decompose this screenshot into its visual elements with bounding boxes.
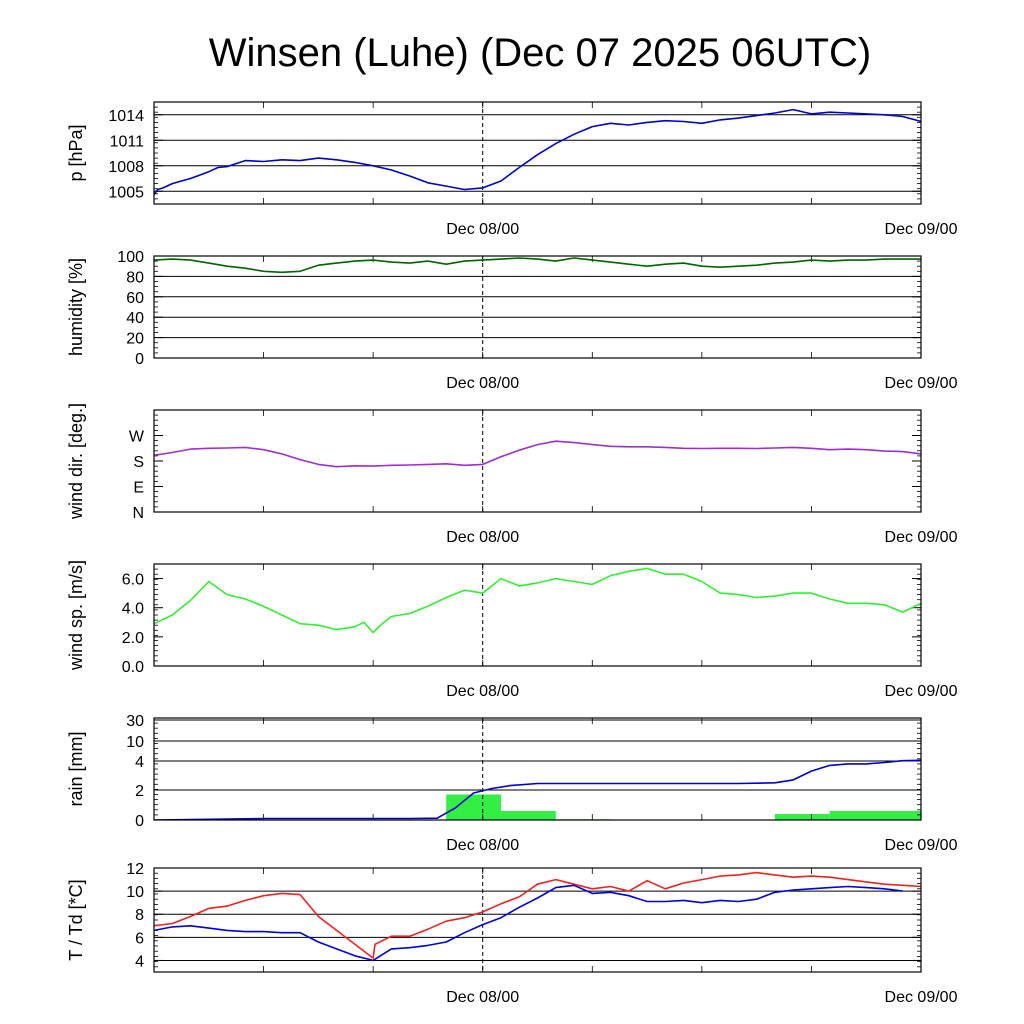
panel-pressure: 1005 1008 1011 1014 Dec 08/00 Dec 09/00 p [hPa… bbox=[66, 101, 958, 238]
x-tick-label: Dec 09/00 bbox=[885, 529, 958, 546]
y-tick-label: 8 bbox=[135, 907, 144, 924]
y-axis-label: p [hPa] bbox=[66, 124, 86, 181]
y-tick-label: 0 bbox=[135, 351, 144, 368]
panel-humidity: 0 20 40 60 80 100 Dec 08/00 Dec 09/00 humidity [… bbox=[66, 249, 958, 392]
y-tick-label: 4 bbox=[135, 754, 144, 771]
y-tick-label: 10 bbox=[126, 884, 144, 901]
series-line bbox=[154, 871, 921, 959]
x-tick-label: Dec 08/00 bbox=[446, 683, 519, 700]
rain-bar bbox=[446, 794, 501, 820]
x-tick-label: Dec 09/00 bbox=[885, 375, 958, 392]
panel-frame bbox=[153, 255, 922, 359]
series-line bbox=[154, 567, 921, 634]
x-tick-label: Dec 08/00 bbox=[446, 837, 519, 854]
series-line bbox=[154, 759, 921, 820]
y-tick-label: E bbox=[133, 480, 144, 497]
panel-frame bbox=[153, 101, 922, 205]
y-tick-label: 100 bbox=[117, 249, 144, 266]
x-tick-label: Dec 08/00 bbox=[446, 221, 519, 238]
y-tick-label: W bbox=[129, 429, 145, 446]
y-tick-label: 2.0 bbox=[122, 630, 144, 647]
y-axis-label: T / Td [*C] bbox=[66, 879, 86, 960]
y-tick-label: 4 bbox=[135, 953, 144, 970]
y-tick-label: 0.0 bbox=[122, 659, 144, 676]
panel-frame bbox=[153, 867, 922, 973]
x-tick-label: Dec 09/00 bbox=[885, 837, 958, 854]
y-tick-label: 30 bbox=[126, 713, 144, 730]
chart-title: Winsen (Luhe) (Dec 07 2025 06UTC) bbox=[209, 31, 872, 75]
y-tick-label: 1011 bbox=[110, 133, 145, 150]
series-line bbox=[154, 108, 921, 196]
y-tick-label: 60 bbox=[126, 290, 144, 307]
y-axis-label: rain [mm] bbox=[66, 731, 86, 806]
y-tick-label: 80 bbox=[126, 269, 144, 286]
panel-temperature: 4 6 8 10 12 Dec 08/00 Dec 09/00 T / Td [*C] bbox=[66, 861, 958, 1006]
rain-bar bbox=[500, 811, 556, 820]
y-tick-label: 0 bbox=[135, 813, 144, 830]
rain-bar bbox=[774, 814, 830, 820]
y-tick-label: 1008 bbox=[108, 159, 144, 176]
y-tick-label: 1014 bbox=[108, 108, 144, 125]
y-tick-label: 2 bbox=[135, 783, 144, 800]
panel-rain: 0 2 4 10 30 Dec 08/00 Dec 09/00 rain [mm] bbox=[66, 713, 958, 854]
x-tick-label: Dec 09/00 bbox=[885, 221, 958, 238]
x-tick-label: Dec 08/00 bbox=[446, 529, 519, 546]
x-tick-label: Dec 08/00 bbox=[446, 375, 519, 392]
series-line bbox=[154, 440, 921, 468]
panel-frame bbox=[153, 409, 922, 513]
y-tick-label: 40 bbox=[126, 310, 144, 327]
y-tick-label: 20 bbox=[126, 331, 144, 348]
y-tick-label: 4.0 bbox=[122, 601, 144, 618]
x-tick-label: Dec 09/00 bbox=[885, 683, 958, 700]
y-tick-label: S bbox=[133, 454, 144, 471]
y-axis-label: wind sp. [m/s] bbox=[66, 560, 86, 671]
panel-frame bbox=[153, 563, 922, 667]
y-tick-label: 12 bbox=[126, 861, 144, 878]
panel-frame bbox=[153, 717, 922, 821]
y-axis-label: wind dir. [deg.] bbox=[66, 403, 86, 520]
x-tick-label: Dec 09/00 bbox=[885, 989, 958, 1006]
y-axis-label: humidity [%] bbox=[66, 258, 86, 356]
y-tick-label: 1005 bbox=[108, 184, 144, 201]
rain-bar bbox=[829, 811, 921, 820]
y-tick-label: 6 bbox=[135, 930, 144, 947]
series-line bbox=[154, 257, 921, 274]
panel-wind-speed: 0.0 2.0 4.0 6.0 Dec 08/00 Dec 09/00 wind sp. [… bbox=[66, 560, 958, 700]
x-tick-label: Dec 08/00 bbox=[446, 989, 519, 1006]
series-line bbox=[154, 884, 903, 962]
y-tick-label: 10 bbox=[126, 734, 144, 751]
y-tick-label: 6.0 bbox=[122, 572, 144, 589]
y-tick-label: N bbox=[132, 505, 144, 522]
